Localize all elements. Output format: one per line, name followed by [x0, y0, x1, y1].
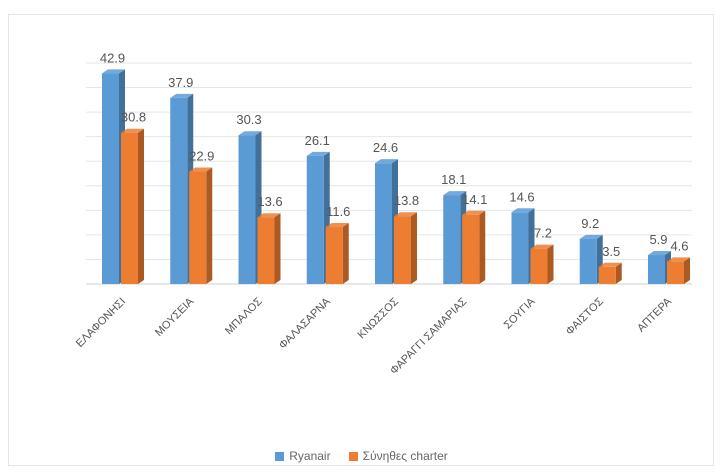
bar-front: [462, 214, 480, 284]
data-label: 30.3: [236, 112, 261, 127]
bar-top: [667, 257, 690, 262]
bar-front: [598, 266, 616, 284]
bar-top: [238, 131, 262, 136]
bar-front: [667, 261, 684, 284]
category-label: ΚΝΩΣΣΟΣ: [356, 296, 402, 342]
data-label: 3.5: [602, 244, 620, 259]
bar-front: [170, 97, 188, 284]
bar-top: [170, 93, 194, 98]
bar-charter: [667, 257, 690, 284]
bar-front: [375, 163, 392, 284]
legend: Ryanair Σύνηθες charter: [0, 449, 723, 463]
data-label: 30.8: [121, 110, 146, 125]
bars: [102, 69, 690, 285]
bar-charter: [530, 244, 554, 284]
bar-front: [394, 216, 411, 284]
bar-top: [325, 223, 349, 228]
bar-top: [102, 69, 125, 74]
category-label: ΦΑΡΑΓΓΙ ΣΑΜΑΡΙΑΣ: [388, 296, 469, 377]
bar-top: [306, 151, 330, 156]
bar-top: [648, 251, 671, 256]
data-label: 13.6: [257, 194, 282, 209]
bar-side: [547, 244, 554, 284]
bar-charter: [598, 262, 622, 284]
bar-front: [121, 132, 138, 284]
bar-charter: [325, 223, 349, 284]
legend-swatch-ryanair: [275, 451, 285, 461]
bar-front: [443, 195, 461, 284]
data-label: 14.6: [509, 189, 534, 204]
bar-front: [102, 73, 119, 285]
legend-label-ryanair: Ryanair: [289, 449, 331, 463]
bar-top: [394, 212, 417, 217]
bar-front: [579, 238, 597, 284]
category-label: ΦΑΙΣΤΟΣ: [564, 295, 606, 337]
category-label: ΦΑΛΑΣΑΡΝΑ: [277, 295, 333, 351]
data-label: 26.1: [305, 133, 330, 148]
bar-top: [530, 244, 554, 249]
data-label: 9.2: [581, 216, 599, 231]
bar-ryanair: [511, 208, 535, 284]
legend-item-charter: Σύνηθες charter: [348, 449, 448, 463]
category-label: ΜΟΥΣΕΙΑ: [153, 295, 197, 339]
category-labels: ΕΛΑΦΟΝΗΣΙ ΜΟΥΣΕΙΑ ΜΠΑΛΟΣ ΦΑΛΑΣΑΡΝΑ ΚΝΩΣΣΟΣΦΑ…: [74, 295, 675, 377]
bar-front: [530, 248, 548, 284]
bar-top: [121, 128, 144, 133]
bar-charter: [462, 210, 486, 284]
bar-side: [411, 212, 417, 284]
bar-top: [257, 213, 281, 218]
data-label: 24.6: [373, 140, 398, 155]
legend-item-ryanair: Ryanair: [275, 449, 331, 463]
bar-side: [206, 167, 213, 284]
data-label: 42.9: [100, 50, 125, 65]
bar-side: [684, 257, 690, 284]
bar-top: [443, 191, 467, 196]
category-label: ΣΟΥΓΙΑ: [502, 295, 538, 331]
bar-front: [511, 212, 529, 284]
bar-side: [479, 210, 486, 284]
category-label: ΑΠΤΕΡΑ: [635, 295, 674, 334]
bar-charter: [257, 213, 281, 284]
bar-top: [598, 262, 622, 267]
bar-side: [615, 262, 622, 284]
data-label: 13.8: [394, 193, 419, 208]
data-label: 7.2: [534, 226, 552, 241]
data-label: 14.1: [462, 192, 487, 207]
bar-top: [375, 159, 398, 164]
category-label: ΕΛΑΦΟΝΗΣΙ: [74, 296, 128, 350]
bar-charter: [121, 128, 144, 284]
bar-top: [511, 208, 535, 213]
bar-front: [189, 171, 207, 284]
bar-side: [342, 223, 349, 284]
bar-front: [648, 255, 665, 284]
data-label: 11.6: [326, 204, 350, 219]
bar-side: [138, 128, 144, 284]
legend-label-charter: Σύνηθες charter: [362, 449, 448, 463]
bar-front: [306, 155, 324, 284]
legend-swatch-charter: [348, 451, 358, 461]
bar-top: [579, 234, 603, 239]
bar-charter: [394, 212, 417, 284]
data-label: 5.9: [649, 232, 667, 247]
bar-front: [238, 135, 256, 284]
data-label: 4.6: [670, 238, 688, 253]
data-label: 18.1: [441, 172, 466, 187]
bar-side: [274, 213, 281, 284]
data-label: 22.9: [189, 149, 214, 164]
bar-top: [462, 210, 486, 215]
bar-charter: [189, 167, 213, 284]
bar-front: [325, 227, 343, 284]
bar-top: [189, 167, 213, 172]
bar-front: [257, 217, 275, 284]
data-labels: 42.9 30.8 37.9 22.9 30.3 13.6 26.1 11.6 24.6 13.8…: [100, 50, 689, 258]
data-label: 37.9: [168, 75, 193, 90]
category-label: ΜΠΑΛΟΣ: [223, 295, 265, 337]
